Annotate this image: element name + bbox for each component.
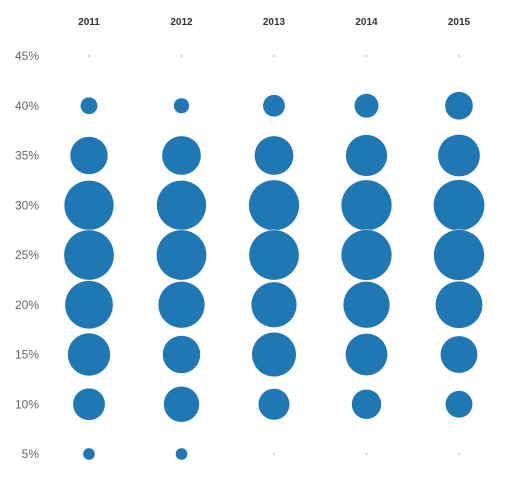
y-tick-label-45pct: 45% — [15, 49, 39, 63]
empty-marker-2014-5pct — [365, 453, 368, 455]
y-tick-label-30pct: 30% — [15, 198, 39, 212]
empty-marker-2015-45pct — [458, 55, 460, 57]
y-tick-label-40pct: 40% — [15, 99, 39, 113]
bubble-2015-35pct — [437, 134, 481, 177]
x-tick-label-2011: 2011 — [78, 17, 100, 28]
bubble-2011-10pct — [72, 387, 106, 421]
empty-marker-2015-5pct — [458, 453, 460, 455]
bubble-2014-25pct — [340, 229, 393, 281]
empty-marker-2014-45pct — [365, 55, 368, 57]
bubble-2012-15pct — [162, 335, 201, 374]
empty-marker-2011-45pct — [88, 55, 90, 57]
y-tick-label-10pct: 10% — [15, 397, 39, 411]
bubble-2013-25pct — [248, 229, 300, 281]
y-tick-label-15pct: 15% — [15, 348, 39, 362]
bubble-2013-10pct — [257, 388, 291, 421]
bubble-2015-20pct — [435, 280, 483, 329]
y-tick-label-5pct: 5% — [22, 447, 40, 461]
bubble-2014-15pct — [345, 333, 388, 376]
bubble-2013-30pct — [248, 179, 300, 231]
y-tick-label-20pct: 20% — [15, 298, 39, 312]
bubble-2011-15pct — [67, 332, 111, 377]
bubble-2011-25pct — [63, 229, 115, 281]
bubble-2013-15pct — [251, 331, 297, 378]
bubble-2013-35pct — [254, 135, 294, 176]
bubble-2015-15pct — [440, 335, 478, 374]
bubble-2011-20pct — [64, 280, 114, 330]
bubble-2012-10pct — [163, 386, 200, 423]
bubble-2013-40pct — [262, 94, 286, 118]
bubble-2011-5pct — [82, 447, 96, 461]
bubble-2011-40pct — [80, 96, 98, 115]
x-tick-label-2014: 2014 — [355, 17, 378, 28]
bubble-2014-30pct — [340, 179, 393, 231]
bubble-2014-35pct — [345, 134, 388, 177]
bubble-2011-30pct — [63, 180, 115, 231]
bubble-2014-40pct — [354, 93, 379, 119]
empty-marker-2013-5pct — [273, 453, 275, 455]
bubble-2015-30pct — [433, 179, 485, 232]
x-tick-label-2013: 2013 — [263, 17, 286, 28]
y-tick-label-25pct: 25% — [15, 248, 39, 262]
bubble-2015-25pct — [433, 229, 485, 281]
bubble-2015-40pct — [444, 91, 474, 121]
bubble-2011-35pct — [69, 136, 109, 175]
empty-marker-2012-45pct — [180, 55, 183, 57]
bubble-2012-30pct — [156, 180, 207, 231]
y-tick-label-35pct: 35% — [15, 149, 39, 163]
bubble-2014-10pct — [351, 389, 382, 420]
bubble-2013-20pct — [250, 281, 298, 328]
x-tick-label-2012: 2012 — [170, 17, 193, 28]
bubble-2014-20pct — [342, 281, 391, 329]
x-tick-label-2015: 2015 — [448, 17, 471, 28]
bubble-2012-5pct — [175, 447, 188, 461]
bubble-2015-10pct — [445, 390, 473, 419]
bubble-2012-35pct — [161, 135, 202, 176]
empty-marker-2013-45pct — [273, 55, 275, 57]
bubble-2012-20pct — [157, 281, 206, 329]
bubble-2012-25pct — [156, 229, 207, 281]
bubble-2012-40pct — [173, 97, 190, 114]
